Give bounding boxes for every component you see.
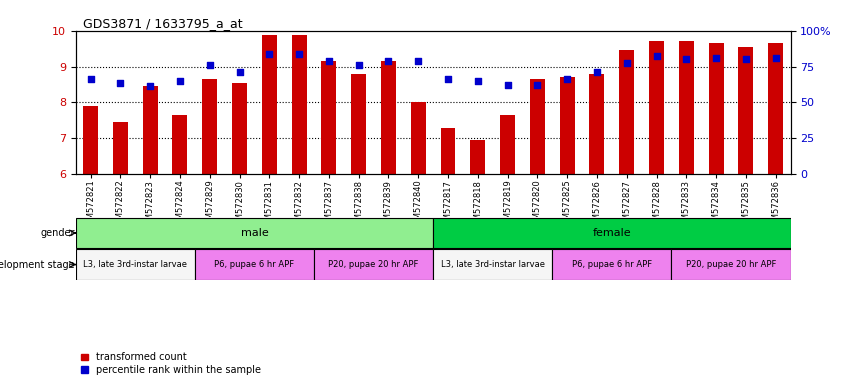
Point (650, 53, 664, 59)
Bar (195, 249, 314, 280)
Text: male: male (241, 228, 268, 238)
Bar (321, 61, 336, 174)
Point (203, 62, 216, 68)
Bar (292, 35, 306, 174)
Text: P20, pupae 20 hr APF: P20, pupae 20 hr APF (685, 260, 776, 269)
Point (293, 51, 306, 57)
Point (352, 62, 365, 68)
Bar (709, 43, 723, 174)
Text: GDS3871 / 1633795_a_at: GDS3871 / 1633795_a_at (82, 17, 242, 30)
Text: L3, late 3rd-instar larvae: L3, late 3rd-instar larvae (83, 260, 188, 269)
Bar (232, 83, 247, 174)
Bar (83, 106, 98, 174)
Text: development stage: development stage (0, 260, 75, 270)
Point (233, 69, 246, 75)
Bar (553, 249, 671, 280)
Point (709, 55, 722, 61)
Point (620, 60, 633, 66)
Point (501, 81, 515, 88)
Bar (590, 74, 605, 174)
Bar (500, 115, 515, 174)
Bar (679, 41, 694, 174)
Bar (441, 127, 456, 174)
Point (84, 76, 98, 82)
Legend: transformed count, percentile rank within the sample: transformed count, percentile rank withi… (81, 353, 261, 375)
Bar (143, 86, 157, 174)
Point (322, 58, 336, 64)
Text: P6, pupae 6 hr APF: P6, pupae 6 hr APF (214, 260, 294, 269)
Point (560, 76, 574, 82)
Bar (649, 41, 664, 174)
Bar (381, 61, 396, 174)
Bar (433, 249, 553, 280)
Bar (352, 74, 366, 174)
Point (411, 58, 425, 64)
Bar (619, 50, 634, 174)
Point (173, 78, 187, 84)
Bar (433, 218, 791, 248)
Bar (314, 249, 433, 280)
Bar (560, 77, 574, 174)
Point (590, 69, 604, 75)
Bar (768, 43, 783, 174)
Text: P20, pupae 20 hr APF: P20, pupae 20 hr APF (328, 260, 419, 269)
Bar (262, 35, 277, 174)
Bar (76, 249, 195, 280)
Bar (76, 218, 433, 248)
Point (382, 58, 395, 64)
Bar (410, 103, 426, 174)
Bar (203, 79, 217, 174)
Point (531, 81, 544, 88)
Text: female: female (593, 228, 631, 238)
Point (262, 51, 276, 57)
Point (442, 76, 455, 82)
Bar (738, 47, 754, 174)
Point (471, 78, 484, 84)
Bar (113, 122, 128, 174)
Point (144, 83, 157, 89)
Text: L3, late 3rd-instar larvae: L3, late 3rd-instar larvae (441, 260, 545, 269)
Point (739, 56, 753, 63)
Bar (671, 249, 791, 280)
Bar (530, 79, 545, 174)
Text: gender: gender (40, 228, 75, 238)
Point (114, 79, 127, 86)
Bar (470, 140, 485, 174)
Point (769, 55, 782, 61)
Bar (172, 115, 188, 174)
Point (680, 56, 693, 63)
Text: P6, pupae 6 hr APF: P6, pupae 6 hr APF (572, 260, 652, 269)
